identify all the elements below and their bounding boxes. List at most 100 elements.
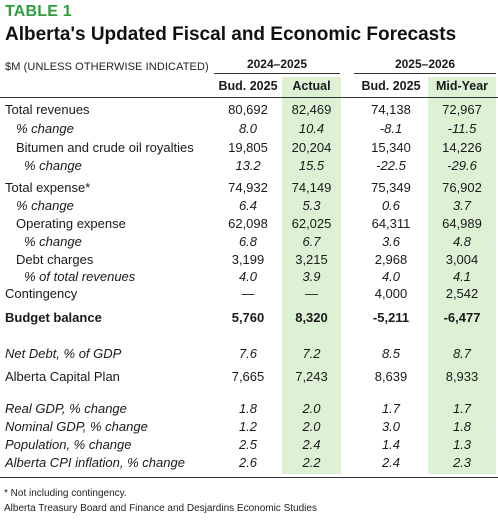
row-label: Real GDP, % change: [5, 401, 127, 416]
value-mid-year: 4.8: [452, 234, 472, 249]
value-budget-2025: 2,968: [374, 252, 408, 267]
value-actual: 8,320: [295, 310, 328, 325]
value-actual: 2.0: [302, 419, 321, 434]
row-label: Total expense*: [5, 180, 91, 195]
value-actual: —: [305, 286, 318, 301]
value-budget-2025: -5,211: [372, 310, 410, 325]
value-budget-2024: —: [241, 286, 255, 301]
row-label: Nominal GDP, % change: [5, 419, 148, 434]
column-header-budget-2025: Bud. 2025: [361, 79, 421, 93]
value-budget-2025: 75,349: [371, 180, 411, 195]
value-budget-2024: 8.0: [238, 121, 258, 136]
period-underline-2: [354, 73, 496, 74]
value-mid-year: 8.7: [452, 346, 472, 361]
value-budget-2025: 64,311: [371, 216, 411, 231]
table-row-total-expense: Total expense* 74,932 74,149 75,349 76,9…: [0, 179, 498, 197]
column-header-mid-year: Mid-Year: [435, 79, 489, 93]
value-budget-2024: 80,692: [228, 102, 268, 117]
value-mid-year: 4.1: [452, 269, 472, 284]
row-label: Bitumen and crude oil royalties: [16, 140, 194, 155]
value-mid-year: 1.8: [452, 419, 472, 434]
table-row-operating-change: % change 6.8 6.7 3.6 4.8: [0, 233, 498, 251]
value-actual: 62,025: [291, 216, 332, 231]
table-row-total-revenues: Total revenues 80,692 82,469 74,138 72,9…: [0, 101, 498, 119]
value-actual: 7.2: [302, 346, 321, 361]
row-label: Population, % change: [5, 437, 132, 452]
row-label: Debt charges: [16, 252, 94, 267]
table-row-bitumen-royalties: Bitumen and crude oil royalties 19,805 2…: [0, 139, 498, 157]
value-budget-2024: 13.2: [235, 158, 261, 173]
footnote: * Not including contingency.: [4, 488, 127, 499]
source-note: Alberta Treasury Board and Finance and D…: [4, 503, 317, 514]
value-mid-year: 1.3: [452, 437, 472, 452]
row-label: Total revenues: [5, 102, 90, 117]
row-label: Operating expense: [16, 216, 126, 231]
table-row-budget-balance: Budget balance 5,760 8,320 -5,211 -6,477: [0, 309, 498, 327]
table-row-capital-plan: Alberta Capital Plan 7,665 7,243 8,639 8…: [0, 368, 498, 386]
value-budget-2025: -22.5: [376, 158, 406, 173]
value-mid-year: 8,933: [445, 369, 479, 384]
column-header-budget-2024: Bud. 2025: [218, 79, 278, 93]
value-actual: 74,149: [291, 180, 332, 195]
row-label: Net Debt, % of GDP: [5, 346, 122, 361]
table-row-population: Population, % change 2.5 2.4 1.4 1.3: [0, 436, 498, 454]
value-budget-2025: 2.4: [381, 455, 401, 470]
value-actual: 82,469: [291, 102, 332, 117]
header-rule: [0, 97, 498, 98]
value-mid-year: -11.5: [447, 121, 477, 136]
table-row-expense-change: % change 6.4 5.3 0.6 3.7: [0, 197, 498, 215]
value-mid-year: -6,477: [443, 310, 481, 325]
value-budget-2024: 19,805: [228, 140, 268, 155]
row-label: % change: [24, 158, 82, 173]
value-budget-2025: 1.7: [381, 401, 401, 416]
row-label: % change: [16, 121, 74, 136]
table-row-royalties-change: % change 13.2 15.5 -22.5 -29.6: [0, 157, 498, 175]
value-actual: 3,215: [295, 252, 328, 267]
page-title: Alberta's Updated Fiscal and Economic Fo…: [5, 24, 457, 45]
table-row-contingency: Contingency — — 4,000 2,542: [0, 285, 498, 303]
bottom-rule: [0, 477, 498, 478]
column-header-actual: Actual: [292, 79, 331, 93]
value-actual: 2.2: [302, 455, 321, 470]
row-label: Alberta CPI inflation, % change: [5, 455, 185, 470]
value-budget-2024: 1.2: [238, 419, 258, 434]
value-actual: 15.5: [298, 158, 325, 173]
value-mid-year: 14,226: [442, 140, 482, 155]
value-budget-2025: -8.1: [379, 121, 403, 136]
table-row-operating-expense: Operating expense 62,098 62,025 64,311 6…: [0, 215, 498, 233]
value-actual: 2.4: [302, 437, 321, 452]
value-budget-2024: 6.4: [238, 198, 258, 213]
value-budget-2024: 7.6: [238, 346, 258, 361]
period-underline-1: [214, 73, 340, 74]
value-mid-year: 64,989: [442, 216, 482, 231]
row-label: Contingency: [5, 286, 78, 301]
table-row-cpi-inflation: Alberta CPI inflation, % change 2.6 2.2 …: [0, 454, 498, 472]
value-budget-2024: 6.8: [238, 234, 258, 249]
value-budget-2025: 1.4: [381, 437, 401, 452]
row-label: Budget balance: [5, 310, 102, 325]
row-label: % of total revenues: [24, 269, 136, 284]
value-mid-year: 3.7: [452, 198, 472, 213]
value-mid-year: 2,542: [445, 286, 479, 301]
value-budget-2025: 74,138: [371, 102, 411, 117]
table-row-nominal-gdp: Nominal GDP, % change 1.2 2.0 3.0 1.8: [0, 418, 498, 436]
value-mid-year: 72,967: [442, 102, 482, 117]
shade-mid-year-column: [428, 77, 496, 474]
value-actual: 20,204: [291, 140, 332, 155]
table-row-revenues-change: % change 8.0 10.4 -8.1 -11.5: [0, 120, 498, 138]
row-label: Alberta Capital Plan: [5, 369, 120, 384]
row-label: % change: [24, 234, 82, 249]
value-mid-year: 2.3: [452, 455, 472, 470]
row-label: % change: [16, 198, 74, 213]
value-budget-2024: 7,665: [231, 369, 265, 384]
value-budget-2024: 4.0: [238, 269, 258, 284]
period-header-2025-2026: 2025–2026: [394, 57, 456, 71]
table-row-debt-share-revenues: % of total revenues 4.0 3.9 4.0 4.1: [0, 268, 498, 286]
value-budget-2025: 8,639: [374, 369, 408, 384]
value-budget-2025: 0.6: [381, 198, 401, 213]
value-mid-year: 1.7: [452, 401, 472, 416]
table-row-debt-charges: Debt charges 3,199 3,215 2,968 3,004: [0, 251, 498, 269]
value-mid-year: 76,902: [442, 180, 482, 195]
shade-actual-column: [282, 77, 341, 474]
value-actual: 6.7: [302, 234, 321, 249]
